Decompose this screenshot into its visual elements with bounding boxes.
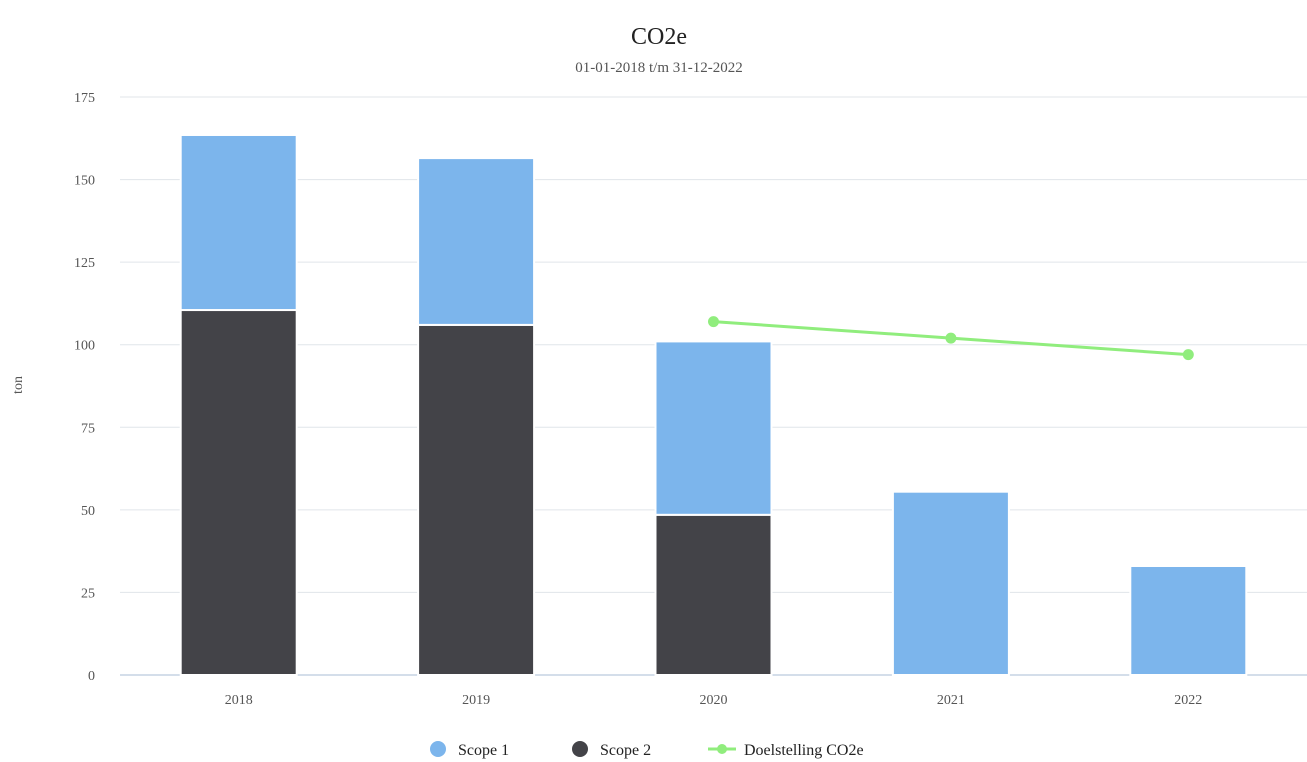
bar-scope-1-2019[interactable] bbox=[417, 157, 536, 326]
x-tick-label: 2022 bbox=[1174, 693, 1202, 708]
legend-item-scope-1[interactable]: Scope 1 bbox=[430, 741, 509, 759]
y-tick-label: 150 bbox=[74, 174, 95, 189]
y-axis-title: ton bbox=[11, 376, 26, 394]
chart-title: CO2e bbox=[631, 24, 687, 50]
legend-symbol bbox=[572, 741, 588, 757]
x-tick-label: 2020 bbox=[700, 693, 728, 708]
x-tick-label: 2018 bbox=[225, 693, 253, 708]
bar-scope-1-2021[interactable] bbox=[891, 490, 1010, 677]
bar-scope-2-2018[interactable] bbox=[179, 309, 298, 676]
chart-subtitle: 01-01-2018 t/m 31-12-2022 bbox=[575, 60, 742, 76]
y-tick-label: 25 bbox=[81, 586, 95, 601]
legend-item-scope-2[interactable]: Scope 2 bbox=[572, 741, 651, 759]
x-tick-label: 2021 bbox=[937, 693, 965, 708]
y-tick-label: 175 bbox=[74, 91, 95, 106]
y-tick-label: 100 bbox=[74, 339, 95, 354]
legend-symbol bbox=[430, 741, 446, 757]
bar-scope-1-2022[interactable] bbox=[1129, 565, 1248, 677]
legend-label: Scope 2 bbox=[600, 742, 651, 759]
legend-item-doelstelling-co2e[interactable]: Doelstelling CO2e bbox=[708, 742, 864, 759]
legend[interactable]: Scope 1 Scope 2 Doelstelling CO2e bbox=[430, 741, 864, 759]
bar-scope-2-2020[interactable] bbox=[654, 513, 773, 676]
x-tick-layer: 2018 2019 2020 2021 2022 bbox=[225, 693, 1203, 708]
bar-layer bbox=[179, 133, 1248, 677]
legend-symbol-marker bbox=[717, 744, 727, 754]
line-layer bbox=[708, 316, 1194, 361]
line-point[interactable] bbox=[1182, 349, 1194, 361]
y-tick-label: 50 bbox=[81, 504, 95, 519]
y-tick-label: 0 bbox=[88, 669, 95, 684]
x-tick-label: 2019 bbox=[462, 693, 490, 708]
line-point[interactable] bbox=[945, 332, 957, 344]
legend-label: Scope 1 bbox=[458, 742, 509, 759]
bar-scope-1-2018[interactable] bbox=[179, 133, 298, 312]
bar-scope-2-2019[interactable] bbox=[417, 323, 536, 676]
line-point[interactable] bbox=[708, 316, 719, 328]
y-tick-label: 125 bbox=[74, 256, 95, 271]
legend-label: Doelstelling CO2e bbox=[744, 742, 864, 759]
bar-scope-1-2020[interactable] bbox=[654, 340, 773, 516]
y-tick-label: 75 bbox=[81, 421, 95, 436]
